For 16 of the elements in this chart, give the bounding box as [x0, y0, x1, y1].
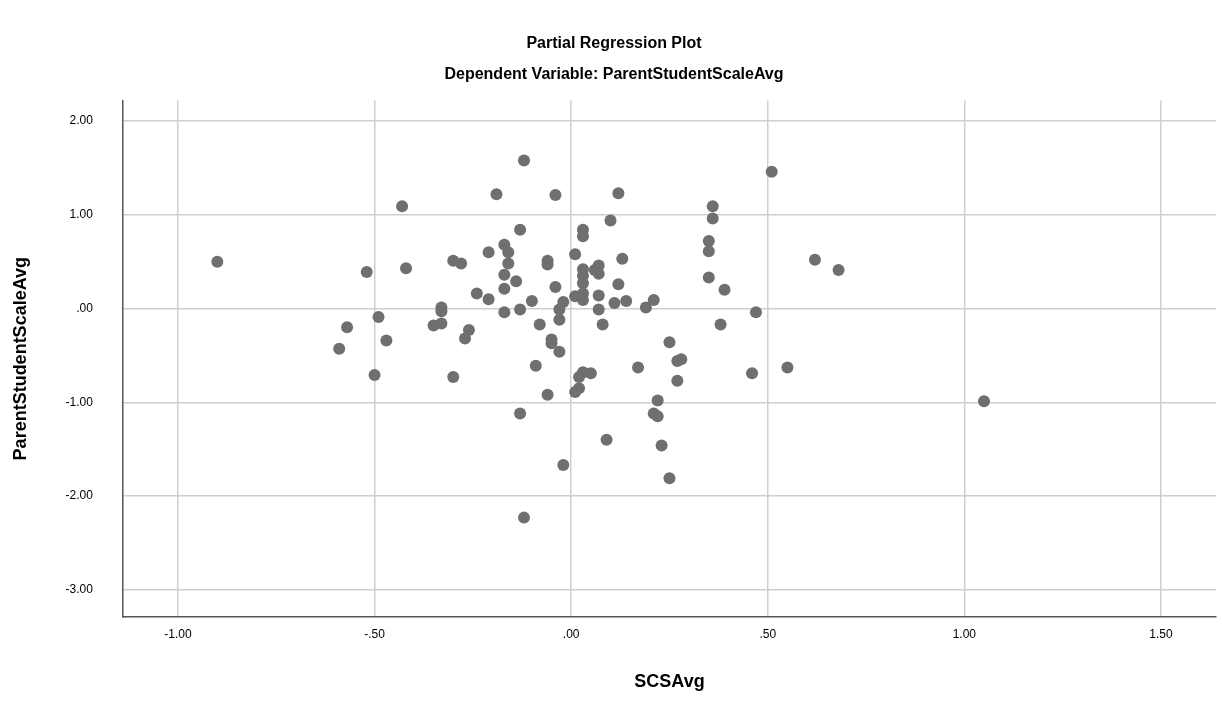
- y-tick-label: -2.00: [65, 488, 94, 503]
- y-tick-label: .00: [76, 300, 94, 315]
- y-tick-label: 2.00: [69, 113, 94, 128]
- x-tick-label: .50: [759, 626, 777, 641]
- x-axis-title: SCSAvg: [634, 671, 705, 692]
- chart-title: Partial Regression Plot: [526, 34, 703, 52]
- x-tick-label: 1.50: [1149, 626, 1173, 641]
- x-tick-label: -.50: [364, 626, 386, 641]
- y-tick-label: -1.00: [65, 394, 94, 409]
- y-tick-label: 1.00: [69, 207, 94, 222]
- x-tick-label: -1.00: [164, 626, 192, 641]
- y-axis-title: ParentStudentScaleAvg: [9, 257, 30, 461]
- chart-subtitle: Dependent Variable: ParentStudentScaleAvg: [444, 65, 784, 83]
- x-tick-label: .00: [562, 626, 580, 641]
- x-tick-label: 1.00: [952, 626, 977, 641]
- y-tick-label: -3.00: [65, 582, 94, 597]
